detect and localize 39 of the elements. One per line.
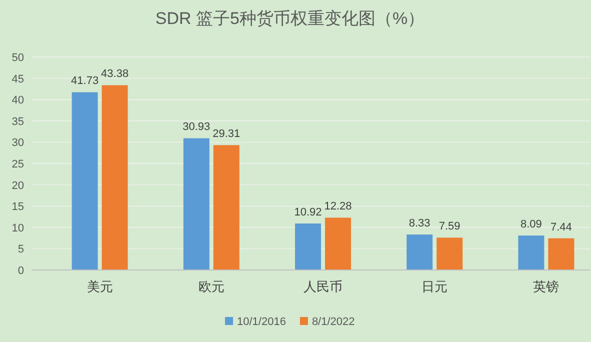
y-tick-label: 25 [12,158,24,170]
bar [102,85,128,270]
data-label: 7.44 [550,221,572,234]
y-tick-label: 45 [12,73,24,86]
y-tick-label: 10 [12,222,24,234]
y-tick-label: 35 [12,116,24,128]
bar [295,223,321,270]
bar [406,234,433,270]
data-label: 8.33 [408,218,430,230]
bar [213,145,240,270]
y-tick-label: 5 [18,244,24,256]
bar [72,92,98,270]
bar [325,218,351,270]
data-label: 30.93 [182,121,210,134]
bar [518,236,544,270]
bar [436,238,463,270]
legend-label: 10/1/2016 [237,316,286,328]
y-tick-label: 30 [12,137,24,150]
y-tick-label: 40 [12,94,24,107]
data-label: 10.92 [294,206,322,218]
bar [183,138,210,270]
x-tick-label: 美元 [86,279,113,294]
x-tick-label: 日元 [422,279,448,294]
x-tick-label: 人民币 [304,279,342,294]
legend-label: 8/1/2022 [312,316,355,328]
chart-title: SDR 篮子5种货币权重变化图（%） [155,9,425,28]
data-label: 7.59 [438,220,460,233]
data-label: 8.09 [520,218,542,231]
data-label: 41.73 [71,75,99,88]
y-tick-label: 0 [18,265,24,277]
data-label: 12.28 [324,200,352,213]
data-label: 43.38 [101,68,129,80]
y-tick-label: 15 [12,201,24,214]
x-tick-label: 欧元 [198,279,224,294]
x-tick-label: 英镑 [533,279,560,294]
y-tick-label: 20 [12,180,24,192]
data-label: 29.31 [212,128,240,140]
y-tick-label: 50 [12,52,24,64]
bar [548,238,574,270]
